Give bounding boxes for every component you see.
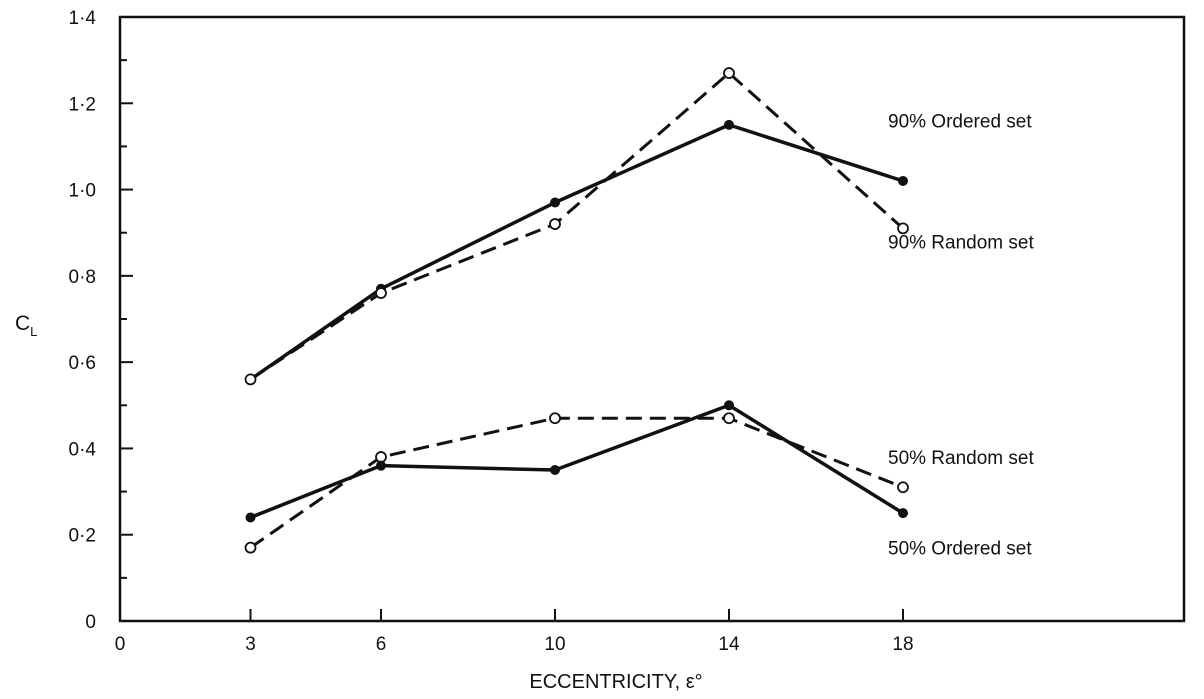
y-axis-title-subscript: L xyxy=(30,324,37,339)
x-tick-label: 18 xyxy=(892,634,913,655)
data-point xyxy=(897,481,909,494)
data-point xyxy=(550,465,560,475)
y-tick-label: 0·6 xyxy=(69,353,96,374)
series-line-3 xyxy=(249,403,904,520)
y-tick-label: 0 xyxy=(85,612,96,633)
y-tick-label: 1·0 xyxy=(69,181,96,202)
data-point xyxy=(897,222,909,235)
y-tick-label: 0·2 xyxy=(69,526,96,547)
y-tick-label: 1·4 xyxy=(69,8,97,29)
data-point xyxy=(723,67,735,79)
y-axis-title-main: C xyxy=(15,312,30,335)
series-layer xyxy=(244,67,909,554)
plot-frame xyxy=(118,15,1186,623)
series-labels: 90% Ordered set 90% Random set 50% Random … xyxy=(888,112,1034,560)
data-point xyxy=(724,119,734,130)
series-line-2 xyxy=(249,416,904,549)
data-point xyxy=(549,218,561,230)
x-tick-label: 3 xyxy=(245,634,256,655)
series-label-3: 50% Ordered set xyxy=(888,539,1032,560)
series-line-1 xyxy=(249,71,904,381)
data-point xyxy=(375,451,387,463)
data-point xyxy=(244,373,257,386)
data-point xyxy=(898,508,908,519)
y-axis-ticks: 0 0·2 0·4 0·6 0·8 1·0 1·2 1·4 xyxy=(69,8,133,633)
y-axis-title: CL xyxy=(15,312,37,339)
x-tick-label: 0 xyxy=(115,634,126,655)
y-tick-label: 1·2 xyxy=(69,94,96,115)
data-point xyxy=(549,412,561,425)
x-tick-label: 14 xyxy=(718,634,740,655)
series-label-1: 90% Random set xyxy=(888,232,1034,253)
y-tick-label: 0·8 xyxy=(69,267,96,288)
data-point xyxy=(898,175,908,186)
x-axis-ticks: 0 3 6 10 14 18 xyxy=(115,609,914,655)
data-point xyxy=(245,512,256,523)
series-line-0 xyxy=(249,123,904,381)
data-point xyxy=(724,400,734,411)
data-point xyxy=(244,541,257,554)
x-axis-title: ECCENTRICITY, ε° xyxy=(529,671,702,693)
series-label-0: 90% Ordered set xyxy=(888,112,1032,133)
x-tick-label: 6 xyxy=(376,634,387,655)
data-point xyxy=(376,460,386,471)
data-point xyxy=(550,197,560,208)
data-point xyxy=(723,412,735,425)
data-point xyxy=(375,287,387,300)
x-tick-label: 10 xyxy=(544,634,565,655)
series-label-2: 50% Random set xyxy=(888,448,1034,469)
y-tick-label: 0·4 xyxy=(69,439,97,460)
